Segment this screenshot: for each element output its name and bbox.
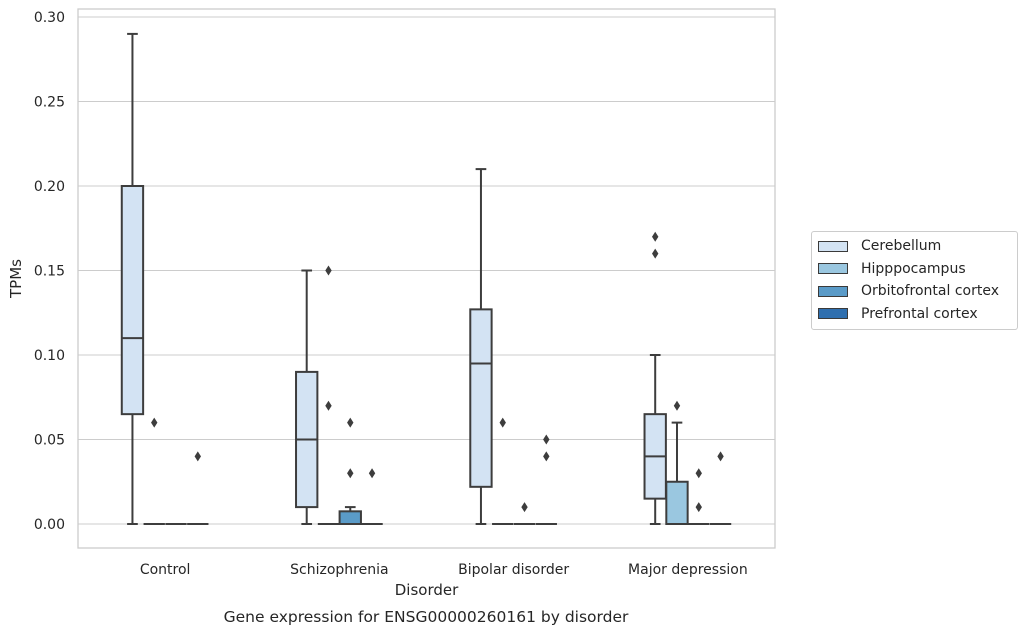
box-iqr xyxy=(469,308,493,488)
x-tick-label: Control xyxy=(140,562,191,578)
box-hipppocampus xyxy=(317,265,340,525)
legend-item: Hipppocampus xyxy=(812,258,1017,281)
legend-swatch xyxy=(818,285,848,297)
box-cerebellum xyxy=(120,32,145,525)
outlier-point xyxy=(347,417,354,428)
legend-label: Cerebellum xyxy=(861,238,942,255)
x-axis-label: Disorder xyxy=(395,581,459,599)
box-iqr xyxy=(665,480,689,525)
box-cerebellum xyxy=(469,168,493,525)
box-prefrontal-cortex xyxy=(535,434,557,525)
box-hipppocampus xyxy=(665,400,689,525)
y-tick-label: 0.30 xyxy=(34,10,65,26)
legend-label: Hipppocampus xyxy=(861,260,966,277)
y-tick-label: 0.00 xyxy=(34,517,65,533)
box-orbitofrontal-cortex xyxy=(513,502,536,525)
legend: Cerebellum Hipppocampus Orbitofrontal cort… xyxy=(811,231,1018,330)
legend-swatch xyxy=(818,263,848,275)
legend-item: Prefrontal cortex xyxy=(812,303,1017,326)
outlier-point xyxy=(695,502,702,513)
legend-label: Prefrontal cortex xyxy=(861,305,978,322)
outlier-point xyxy=(325,400,332,411)
outlier-point xyxy=(521,502,528,513)
legend-item: Cerebellum xyxy=(812,235,1017,258)
box-prefrontal-cortex xyxy=(361,468,383,525)
box-cerebellum xyxy=(643,231,667,525)
box-hipppocampus xyxy=(143,417,165,525)
y-tick-label: 0.15 xyxy=(34,264,65,280)
outlier-point xyxy=(325,265,332,276)
grid-lines xyxy=(78,16,775,525)
chart-caption: Gene expression for ENSG00000260161 by d… xyxy=(224,608,629,626)
legend-item: Orbitofrontal cortex xyxy=(812,280,1017,303)
outlier-point xyxy=(543,434,550,445)
legend-label: Orbitofrontal cortex xyxy=(861,283,999,300)
boxes xyxy=(120,32,732,526)
outlier-point xyxy=(347,468,354,479)
plot-frame xyxy=(77,8,776,549)
legend-swatch xyxy=(818,240,848,252)
outlier-point xyxy=(194,451,201,462)
box-hipppocampus xyxy=(492,417,514,525)
outlier-point xyxy=(543,451,550,462)
outlier-point xyxy=(652,248,659,259)
box-orbitofrontal-cortex xyxy=(338,417,362,526)
legend-swatch xyxy=(818,308,848,320)
box-prefrontal-cortex xyxy=(187,451,209,525)
box-iqr xyxy=(120,185,145,416)
y-tick-label: 0.20 xyxy=(34,179,65,195)
outlier-point xyxy=(695,468,702,479)
y-tick-label: 0.10 xyxy=(34,348,65,364)
outlier-point xyxy=(717,451,724,462)
outlier-point xyxy=(652,231,659,242)
x-tick-label: Bipolar disorder xyxy=(458,562,569,578)
y-axis-ticks: 0.00 0.05 0.10 0.15 0.20 0.25 0.30 xyxy=(34,10,65,533)
x-tick-label: Schizophrenia xyxy=(290,562,388,578)
outlier-point xyxy=(499,417,506,428)
box-iqr xyxy=(338,510,362,526)
x-tick-label: Major depression xyxy=(628,562,748,578)
outlier-point xyxy=(151,417,158,428)
y-tick-label: 0.05 xyxy=(34,433,65,449)
box-prefrontal-cortex xyxy=(709,451,732,525)
outlier-point xyxy=(368,468,376,479)
x-axis-ticks: Control Schizophrenia Bipolar disorder Majo… xyxy=(140,562,748,578)
y-axis-label: TPMs xyxy=(7,259,25,299)
box-orbitofrontal-cortex xyxy=(688,468,710,525)
outlier-point xyxy=(673,400,681,411)
box-cerebellum xyxy=(295,269,319,525)
y-tick-label: 0.25 xyxy=(34,95,65,111)
